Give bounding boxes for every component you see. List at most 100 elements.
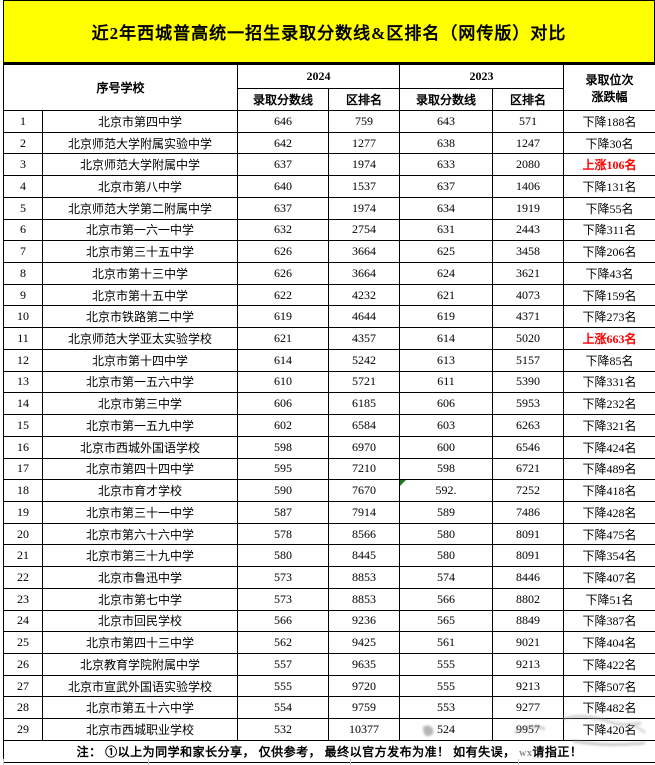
score-2023-cell-text: 633 [437, 157, 456, 172]
footnote: 注： ①以上为同学和家长分享， 仅供参考， 最终以官方发布为准！ 如有失误， w… [2, 739, 655, 763]
score-2023-cell: 643 [399, 110, 494, 133]
table-row: 1 北京市第四中学 646 759 643 571 下降188名 [3, 110, 655, 133]
rank-change-cell-text: 下降489名 [582, 462, 637, 477]
rank-2024-cell: 8445 [328, 544, 401, 568]
rank-2023-cell-text: 8091 [516, 526, 541, 541]
score-2024-cell: 557 [237, 652, 330, 676]
rank-change-cell: 下降331名 [563, 370, 655, 394]
rank-2024-cell-text: 8445 [352, 548, 377, 563]
score-comparison-table: 序号学校 2024 2023 录取位次 涨跌幅 录取分数线 区排名 录取分数线 … [2, 64, 655, 763]
score-2024-cell: 573 [237, 566, 330, 589]
score-2023-cell: 580 [399, 522, 494, 546]
row-number-cell: 26 [3, 652, 43, 676]
table-row: 28 北京市第五十六中学 554 9759 553 9277 下降482名 [3, 696, 655, 720]
rank-change-cell: 下降30名 [563, 131, 655, 155]
school-name-cell: 北京市第三中学 [41, 392, 239, 416]
rank-2024-cell: 1537 [328, 175, 401, 198]
school-name-cell-text: 北京市第三中学 [98, 397, 183, 412]
row-number-cell-text: 5 [20, 200, 26, 215]
row-number-cell-text: 3 [20, 157, 26, 172]
school-name-cell-text: 北京市第三十九中学 [86, 549, 195, 564]
table-row: 16 北京市西城外国语学校 598 6970 600 6546 下降424名 [3, 435, 655, 459]
school-name-cell: 北京市第六十六中学 [41, 522, 239, 546]
rank-2024-cell: 5721 [328, 370, 401, 394]
rank-2024-cell-text: 4644 [352, 309, 377, 324]
school-name-cell: 北京市育才学校 [41, 479, 239, 502]
rank-change-cell-text: 下降404名 [582, 636, 637, 651]
row-number-cell-text: 1 [20, 113, 26, 128]
rank-2023-cell: 571 [492, 110, 565, 133]
rank-2023-cell: 5020 [492, 327, 565, 350]
row-number-cell: 4 [3, 175, 43, 198]
rank-change-cell-text: 上涨106名 [582, 158, 637, 173]
score-2024-cell: 621 [237, 327, 330, 350]
rank-change-cell-text: 下降354名 [582, 549, 637, 564]
row-number-cell: 6 [3, 218, 43, 242]
rank-2023-cell-text: 8802 [516, 591, 541, 606]
school-name-cell: 北京市西城外国语学校 [41, 435, 239, 459]
rank-change-cell: 下降387名 [563, 609, 655, 633]
row-number-cell: 27 [3, 674, 43, 698]
rank-change-cell-text: 下降418名 [582, 484, 637, 499]
table-row: 3 北京师范大学附属中学 637 1974 633 2080 上涨106名 [3, 153, 655, 177]
school-name-cell-text: 北京市育才学校 [98, 484, 183, 499]
rank-change-cell: 下降418名 [563, 479, 655, 502]
score-2023-cell-text: 606 [437, 396, 456, 411]
score-2024-cell: 622 [237, 283, 330, 307]
school-name-cell: 北京市第四十三中学 [41, 631, 239, 654]
school-name-cell-text: 北京市西城职业学校 [86, 722, 195, 737]
school-name-cell: 北京市第一六一中学 [41, 218, 239, 242]
school-name-cell-text: 北京市第七中学 [98, 592, 183, 607]
score-2024-cell-text: 621 [274, 331, 293, 346]
score-2023-cell-text: 566 [437, 591, 456, 606]
rank-2023-cell-text: 6546 [516, 439, 541, 454]
school-name-cell-text: 北京市宣武外国语实验学校 [68, 679, 213, 694]
score-2023-cell: 574 [399, 566, 494, 589]
table-row: 7 北京市第三十五中学 626 3664 625 3458 下降206名 [3, 240, 655, 264]
school-name-cell-text: 北京师范大学附属实验中学 [68, 136, 213, 151]
rank-2024-cell: 7914 [328, 500, 401, 524]
row-number-cell-text: 27 [17, 678, 29, 693]
rank-2023-cell: 9021 [492, 631, 565, 654]
score-2024-cell-text: 626 [274, 265, 293, 280]
rank-2023-cell: 3621 [492, 262, 565, 285]
score-2024-cell: 566 [237, 609, 330, 633]
score-2024-cell: 532 [237, 718, 330, 741]
table-header: 序号学校 2024 2023 录取位次 涨跌幅 录取分数线 区排名 录取分数线 … [2, 64, 655, 111]
rank-2023-cell-text: 9213 [516, 678, 541, 693]
footnote-text-end: 请指正！ [532, 744, 583, 759]
score-2023-cell: 566 [399, 587, 494, 611]
rank-2024-cell-text: 4357 [352, 331, 377, 346]
row-number-cell-text: 16 [17, 439, 29, 454]
rank-2023-cell: 1406 [492, 175, 565, 198]
score-2024-cell: 626 [237, 240, 330, 264]
score-2024-cell: 610 [237, 370, 330, 394]
rank-2024-cell: 8566 [328, 522, 401, 546]
rank-2024-cell-text: 5242 [352, 352, 377, 367]
rank-change-cell: 下降43名 [563, 262, 655, 285]
school-name-cell-text: 北京市鲁迅中学 [98, 570, 183, 585]
school-name-cell: 北京市第七中学 [41, 587, 239, 611]
score-2024-cell: 595 [237, 457, 330, 481]
score-2023-cell: 621 [399, 283, 494, 307]
table-row: 6 北京市第一六一中学 632 2754 631 2443 下降311名 [3, 218, 655, 242]
score-2023-cell-text: 624 [437, 265, 456, 280]
row-number-cell-text: 10 [17, 309, 29, 324]
rank-change-cell-text: 下降51名 [585, 592, 634, 607]
rank-2024-cell-text: 8853 [352, 569, 377, 584]
rank-change-cell-text: 下降55名 [585, 201, 634, 216]
score-2023-cell-text: 565 [437, 613, 456, 628]
score-2023-cell-text: 592. [435, 483, 457, 498]
score-2024-cell: 573 [237, 587, 330, 611]
score-2023-cell-text: 619 [437, 309, 456, 324]
school-name-cell-text: 北京市第十五中学 [92, 288, 189, 303]
rank-2023-cell-text: 5390 [516, 374, 541, 389]
score-2023-cell-text: 638 [437, 135, 456, 150]
rank-change-cell-text: 下降30名 [585, 136, 634, 151]
score-2024-cell-text: 610 [274, 374, 293, 389]
row-number-cell-text: 22 [17, 569, 29, 584]
row-number-cell: 28 [3, 696, 43, 720]
header-rank-change-line2: 涨跌幅 [591, 89, 628, 104]
score-2023-cell: 619 [399, 305, 494, 329]
rank-change-cell: 上涨663名 [563, 327, 655, 350]
